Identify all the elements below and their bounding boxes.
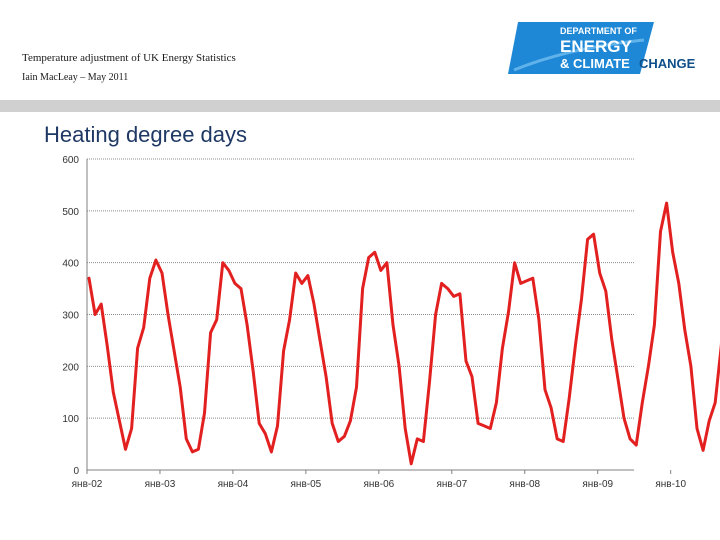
x-tick-label-4: янв-06 — [363, 479, 394, 490]
logo-shape — [508, 22, 654, 74]
y-tick-label-0: 0 — [73, 466, 79, 477]
slide-title: Heating degree days — [44, 122, 248, 147]
y-tick-label-100: 100 — [62, 414, 79, 425]
y-tick-label-200: 200 — [62, 362, 79, 373]
y-axis-tick-labels: 0 100 200 300 400 500 600 — [62, 155, 79, 477]
presentation-title: Temperature adjustment of UK Energy Stat… — [22, 52, 236, 64]
logo-text-energy: ENERGY — [560, 37, 632, 56]
x-tick-label-2: янв-04 — [218, 479, 249, 490]
header-divider-band — [0, 100, 720, 112]
x-tick-label-5: янв-07 — [436, 479, 467, 490]
y-tick-label-600: 600 — [62, 155, 79, 166]
logo-text-change: CHANGE — [639, 56, 696, 71]
decc-logo: DEPARTMENT OF ENERGY & CLIMATE CHANGE — [508, 22, 696, 74]
y-tick-label-300: 300 — [62, 311, 79, 322]
x-tick-label-8: янв-10 — [655, 479, 686, 490]
series-line-heating-degree-days — [87, 201, 720, 466]
x-tick-label-3: янв-05 — [291, 479, 322, 490]
x-tick-label-6: янв-08 — [509, 479, 540, 490]
x-axis-tick-marks — [86, 470, 672, 474]
chart-gridlines — [87, 158, 634, 419]
x-axis-tick-labels: янв-02 янв-03 янв-04 янв-05 янв-06 янв-07 янв-… — [72, 479, 687, 490]
x-tick-label-1: янв-03 — [145, 479, 176, 490]
logo-text-climate: & CLIMATE — [560, 56, 630, 71]
y-tick-label-400: 400 — [62, 259, 79, 270]
x-tick-label-7: янв-09 — [582, 479, 613, 490]
logo-swoosh — [513, 38, 645, 72]
x-tick-label-0: янв-02 — [72, 479, 103, 490]
presentation-author-date: Iain MacLeay – May 2011 — [22, 72, 129, 83]
header: Temperature adjustment of UK Energy Stat… — [0, 0, 720, 112]
y-tick-label-500: 500 — [62, 207, 79, 218]
logo-text-department: DEPARTMENT OF — [560, 26, 637, 36]
